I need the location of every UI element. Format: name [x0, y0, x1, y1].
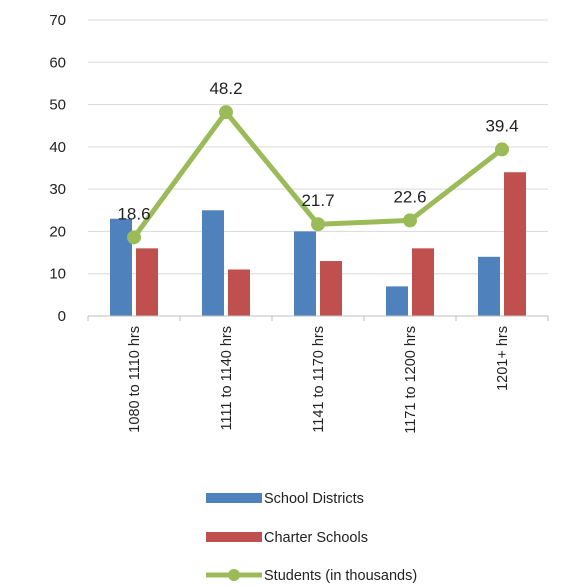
point-students-in-thousands-4 [495, 142, 509, 157]
point-students-in-thousands-0 [127, 230, 141, 245]
data-label-4: 39.4 [485, 116, 518, 135]
y-tick-label-50: 50 [49, 97, 66, 114]
point-students-in-thousands-3 [403, 213, 417, 228]
y-tick-label-10: 10 [49, 266, 66, 283]
y-tick-label-40: 40 [49, 139, 66, 156]
x-category-label-0: 1080 to 1110 hrs [127, 326, 143, 433]
legend-label: Students (in thousands) [264, 568, 417, 584]
bar-charter-schools-1 [228, 269, 250, 316]
point-students-in-thousands-2 [311, 217, 325, 232]
bar-charter-schools-4 [504, 172, 526, 316]
legend: School Districts Charter Schools Students … [206, 491, 417, 584]
category-labels: 1080 to 1110 hrs 1111 to 1140 hrs 1141 to … [127, 326, 511, 434]
x-category-label-3: 1171 to 1200 hrs [403, 326, 419, 434]
x-category-label-1: 1111 to 1140 hrs [219, 326, 235, 431]
bar-charter-schools-0 [136, 248, 158, 316]
legend-item-students-in-thousands: Students (in thousands) [206, 568, 417, 584]
legend-swatch [206, 493, 262, 503]
data-label-0: 18.6 [117, 204, 150, 223]
y-tick-label-30: 30 [49, 181, 66, 198]
legend-label: Charter Schools [264, 530, 368, 546]
legend-item-school-districts: School Districts [206, 491, 364, 507]
bar-charter-schools-2 [320, 261, 342, 316]
legend-item-charter-schools: Charter Schools [206, 530, 368, 546]
bar-school-districts-4 [478, 256, 500, 316]
bar-charter-schools-3 [412, 248, 434, 316]
y-axis-ticks: 0 10 20 30 40 50 60 70 [49, 12, 66, 325]
bar-school-districts-3 [386, 286, 408, 316]
data-labels: 18.6 48.2 21.7 22.6 39.4 [117, 79, 518, 223]
bar-school-districts-1 [202, 210, 224, 316]
data-label-1: 48.2 [209, 79, 242, 98]
legend-swatch-marker [228, 569, 240, 581]
y-tick-label-60: 60 [49, 54, 66, 71]
bar-school-districts-2 [294, 231, 316, 316]
gridlines [88, 19, 548, 275]
line-series [127, 105, 509, 245]
x-axis [87, 315, 549, 321]
y-tick-label-0: 0 [58, 308, 66, 325]
x-category-label-4: 1201+ hrs [495, 326, 511, 391]
y-tick-label-70: 70 [49, 12, 66, 29]
bars [110, 172, 526, 316]
point-students-in-thousands-1 [219, 105, 233, 120]
bar-school-districts-0 [110, 218, 132, 316]
data-label-3: 22.6 [393, 187, 426, 206]
legend-swatch [206, 532, 262, 542]
y-tick-label-20: 20 [49, 223, 66, 240]
x-category-label-2: 1141 to 1170 hrs [311, 326, 327, 433]
data-label-2: 21.7 [301, 191, 334, 210]
legend-label: School Districts [264, 491, 364, 507]
